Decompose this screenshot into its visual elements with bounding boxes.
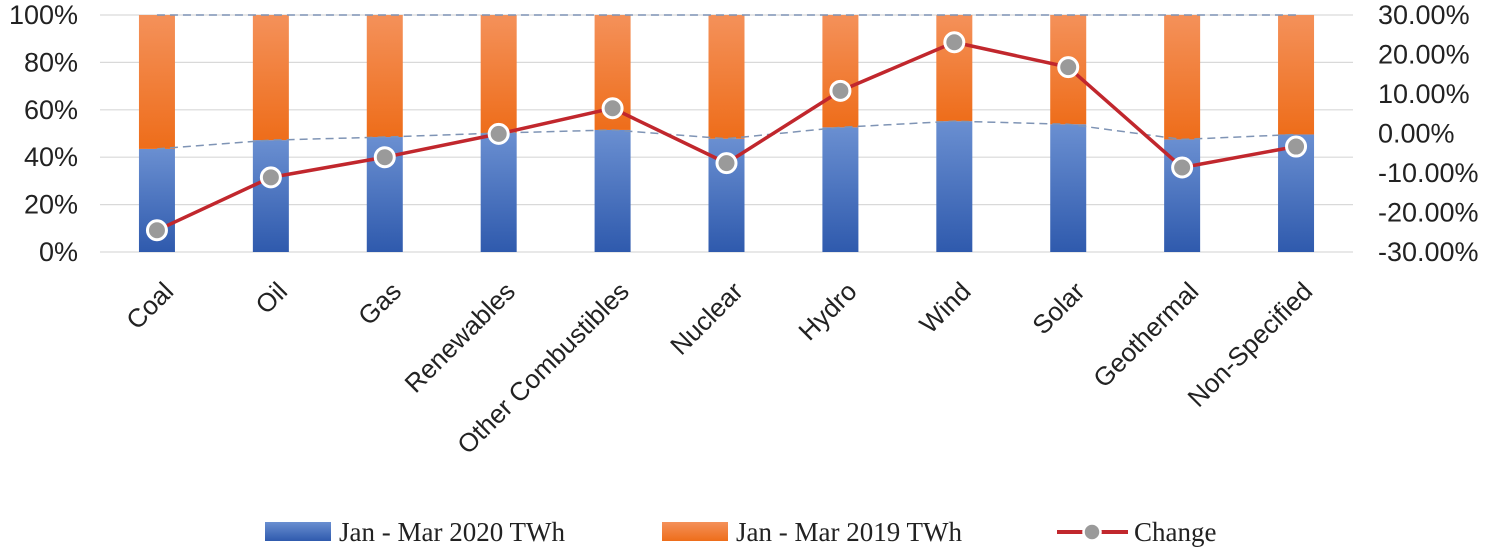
legend-label-2020: Jan - Mar 2020 TWh xyxy=(339,517,565,547)
change-marker xyxy=(145,219,168,242)
left-tick-label: 100% xyxy=(9,0,78,30)
bar-2020 xyxy=(252,140,289,252)
right-tick-label: -30.00% xyxy=(1378,237,1479,267)
bars xyxy=(138,15,1315,253)
category-label: Wind xyxy=(913,276,976,339)
bar-2019 xyxy=(1278,15,1315,135)
right-tick-label: 30.00% xyxy=(1378,0,1470,30)
change-marker xyxy=(829,79,852,102)
legend-label-2019: Jan - Mar 2019 TWh xyxy=(736,517,962,547)
category-label: Geothermal xyxy=(1087,276,1204,393)
left-tick-label: 20% xyxy=(24,190,78,220)
category-label: Renewables xyxy=(399,276,521,398)
bar-2020 xyxy=(480,133,517,252)
legend-swatch-2019 xyxy=(662,522,728,541)
change-marker xyxy=(715,152,738,175)
series-lines xyxy=(156,14,1297,150)
left-tick-label: 60% xyxy=(24,95,78,125)
legend-swatch-2020 xyxy=(265,522,331,541)
right-tick-label: 10.00% xyxy=(1378,79,1470,109)
left-tick-label: 0% xyxy=(39,237,78,267)
bar-2020 xyxy=(936,121,973,253)
legend: Jan - Mar 2020 TWh Jan - Mar 2019 TWh Ch… xyxy=(265,517,1216,547)
category-label: Oil xyxy=(249,276,293,320)
left-tick-label: 80% xyxy=(24,47,78,77)
bar-2019 xyxy=(1164,15,1201,140)
bar-2019 xyxy=(936,15,973,122)
category-label: Coal xyxy=(120,276,179,335)
change-marker xyxy=(943,31,966,54)
legend-label-change: Change xyxy=(1134,517,1216,547)
change-marker xyxy=(259,166,282,189)
change-marker xyxy=(1171,156,1194,179)
series-line-2020 xyxy=(156,120,1297,150)
change-marker xyxy=(601,97,624,120)
legend-change-marker xyxy=(1082,522,1102,542)
change-marker xyxy=(1285,135,1308,158)
bar-2020 xyxy=(822,127,859,252)
category-label: Hydro xyxy=(792,276,862,346)
right-tick-label: 20.00% xyxy=(1378,40,1470,70)
right-tick-label: 0.00% xyxy=(1378,119,1455,149)
bar-2020 xyxy=(1050,124,1087,252)
category-label: Nuclear xyxy=(664,276,749,361)
right-tick-label: -20.00% xyxy=(1378,198,1479,228)
category-label: Gas xyxy=(352,276,407,331)
left-tick-label: 40% xyxy=(24,142,78,172)
bar-2019 xyxy=(252,15,289,141)
right-axis: -30.00% -20.00% -10.00% 0.00% 10.00% 20.00% 30… xyxy=(1378,0,1479,267)
change-marker xyxy=(373,146,396,169)
bar-2019 xyxy=(822,15,859,128)
change-line-layer xyxy=(145,31,1308,242)
bar-2019 xyxy=(708,15,745,139)
right-tick-label: -10.00% xyxy=(1378,158,1479,188)
bar-2020 xyxy=(594,129,631,252)
category-label: Solar xyxy=(1026,276,1090,340)
left-axis: 0% 20% 40% 60% 80% 100% xyxy=(9,0,78,267)
bar-2019 xyxy=(366,15,403,138)
change-marker xyxy=(1057,56,1080,79)
bar-2019 xyxy=(138,15,175,149)
change-marker xyxy=(487,122,510,145)
bar-2019 xyxy=(480,15,517,134)
